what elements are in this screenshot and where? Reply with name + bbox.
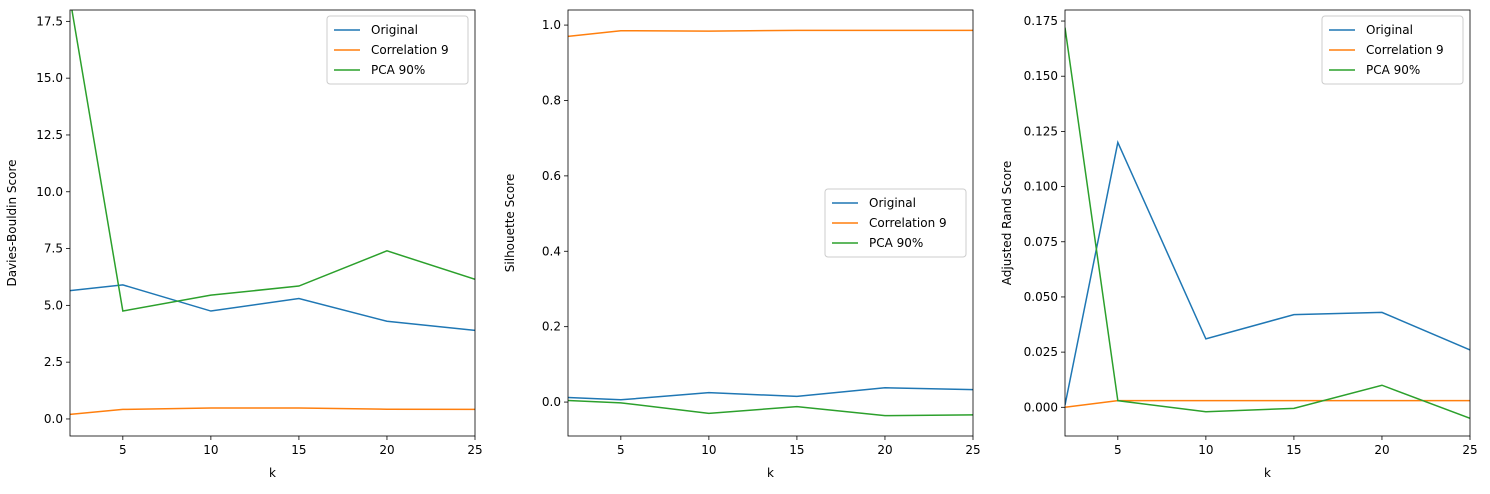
chart-panel-2: 5 10 15 20 25 0.0 0.2 0.4 0.6 0.8 1.0 k Silhouette S… [503, 9, 981, 480]
x-tick-label: 25 [1462, 443, 1477, 457]
y-tick-label: 0.4 [542, 244, 561, 258]
x-tick-label: 5 [617, 443, 625, 457]
x-tick-label: 5 [1114, 443, 1122, 457]
legend-label-correlation9: Correlation 9 [869, 216, 947, 230]
legend-label-original: Original [1366, 23, 1413, 37]
series-line-pca90 [71, 10, 475, 312]
y-tick-label: 2.5 [44, 355, 63, 369]
series-line-pca90 [568, 399, 973, 417]
legend-box [1321, 15, 1464, 85]
plot-frame [567, 9, 974, 437]
chart-panel-3: 5 10 15 20 25 0.000 0.025 0.050 0.075 0.100 0.125 0… [1000, 9, 1478, 480]
series-line-correlation9 [568, 29, 973, 38]
legend-label-original: Original [869, 196, 916, 210]
y-tick-label: 0.050 [1024, 290, 1058, 304]
legend-label-pca90: PCA 90% [1366, 63, 1420, 77]
y-tick-label: 12.5 [36, 128, 63, 142]
y-tick-label: 0.150 [1024, 69, 1058, 83]
legend-label-correlation9: Correlation 9 [371, 43, 449, 57]
legend-box [326, 15, 469, 85]
legend-box [824, 188, 967, 258]
y-axis-label: Davies-Bouldin Score [5, 159, 19, 286]
legend: Original Correlation 9 PCA 90% [326, 15, 469, 85]
x-axis-label: k [767, 466, 774, 480]
x-tick-label: 15 [291, 443, 306, 457]
y-tick-label: 17.5 [36, 14, 63, 28]
x-tick-label: 5 [119, 443, 127, 457]
y-tick-label: 0.075 [1024, 235, 1058, 249]
y-tick-label: 0.8 [542, 93, 561, 107]
legend-label-pca90: PCA 90% [371, 63, 425, 77]
series-line-pca90 [1065, 27, 1470, 420]
legend-label-correlation9: Correlation 9 [1366, 43, 1444, 57]
legend: Original Correlation 9 PCA 90% [824, 188, 967, 258]
x-tick-label: 20 [379, 443, 394, 457]
y-tick-label: 10.0 [36, 185, 63, 199]
series-line-correlation9 [70, 407, 475, 416]
y-tick-label: 0.175 [1024, 14, 1058, 28]
y-tick-label: 0.0 [542, 395, 561, 409]
series-line-original [70, 284, 475, 332]
legend-label-original: Original [371, 23, 418, 37]
y-tick-label: 15.0 [36, 71, 63, 85]
x-tick-label: 20 [877, 443, 892, 457]
y-tick-label: 0.125 [1024, 124, 1058, 138]
x-tick-label: 15 [789, 443, 804, 457]
chart-panel-1: 5 10 15 20 25 0.0 2.5 5.0 7.5 10.0 12.5 15.0 17.5 k Da… [5, 9, 483, 480]
y-tick-label: 0.6 [542, 169, 561, 183]
y-axis-label: Adjusted Rand Score [1000, 161, 1014, 285]
series-line-correlation9 [1065, 399, 1470, 409]
plot-frame [69, 9, 476, 437]
x-tick-label: 10 [203, 443, 218, 457]
y-axis-label: Silhouette Score [503, 174, 517, 272]
y-tick-label: 0.100 [1024, 180, 1058, 194]
y-tick-label: 5.0 [44, 298, 63, 312]
series-line-original [1065, 139, 1470, 406]
y-tick-label: 0.025 [1024, 345, 1058, 359]
plot-frame [1064, 9, 1471, 437]
x-axis-label: k [1264, 466, 1271, 480]
y-tick-label: 0.2 [542, 320, 561, 334]
y-tick-label: 7.5 [44, 242, 63, 256]
y-tick-label: 0.0 [44, 412, 63, 426]
y-tick-label: 1.0 [542, 18, 561, 32]
x-tick-label: 15 [1286, 443, 1301, 457]
x-tick-label: 20 [1374, 443, 1389, 457]
y-tick-label: 0.000 [1024, 400, 1058, 414]
x-tick-label: 10 [701, 443, 716, 457]
legend-label-pca90: PCA 90% [869, 236, 923, 250]
legend: Original Correlation 9 PCA 90% [1321, 15, 1464, 85]
x-tick-label: 10 [1198, 443, 1213, 457]
x-tick-label: 25 [467, 443, 482, 457]
x-axis-label: k [269, 466, 276, 480]
x-tick-label: 25 [965, 443, 980, 457]
series-line-original [568, 386, 973, 401]
